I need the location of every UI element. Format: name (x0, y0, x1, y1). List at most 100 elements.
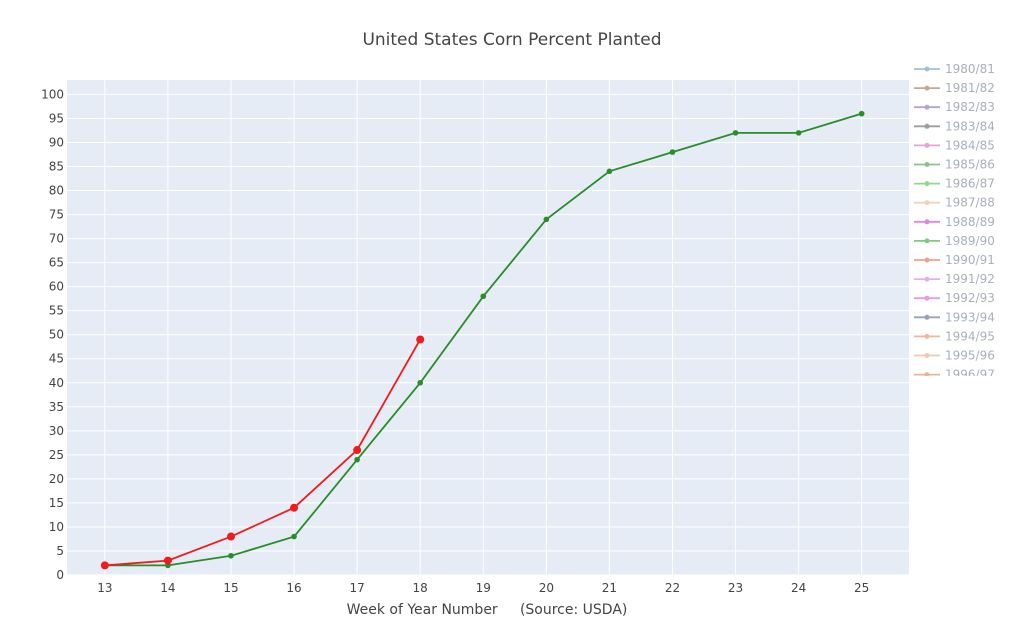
x-tick-label: 16 (286, 581, 301, 595)
data-point (100, 561, 109, 570)
x-tick-label: 13 (97, 581, 112, 595)
legend-item[interactable]: 1981/82 (914, 81, 995, 95)
legend-item[interactable]: 1995/96 (914, 349, 995, 363)
x-tick-label: 25 (854, 581, 869, 595)
legend-label: 1985/86 (945, 158, 995, 172)
legend-swatch-marker (924, 238, 930, 244)
y-tick-label: 45 (49, 352, 64, 366)
y-tick-label: 20 (49, 472, 64, 486)
y-tick-label: 55 (49, 304, 64, 318)
legend-swatch-marker (924, 181, 930, 187)
legend-label: 1990/91 (945, 253, 995, 267)
series-line (104, 339, 421, 567)
legend-item[interactable]: 1988/89 (914, 215, 995, 229)
x-axis: 13 14 15 16 17 18 19 20 21 22 23 24 25 (97, 581, 869, 595)
legend-item[interactable]: 1983/84 (914, 119, 995, 133)
data-point (858, 110, 865, 117)
legend-swatch-marker (924, 314, 930, 320)
y-tick-label: 25 (49, 448, 64, 462)
legend-swatch-marker (924, 123, 930, 129)
legend-item[interactable]: 1986/87 (914, 177, 995, 191)
x-tick-label: 14 (160, 581, 175, 595)
data-point (417, 379, 423, 386)
legend-item[interactable]: 1984/85 (914, 138, 995, 152)
legend-item[interactable]: 1996/97 (914, 368, 995, 382)
y-tick-label: 60 (49, 280, 64, 294)
y-tick-label: 15 (49, 496, 64, 510)
x-axis-title: Week of Year Number (Source: USDA) (347, 602, 628, 618)
data-point (228, 552, 234, 559)
legend-label: 1983/84 (945, 119, 995, 133)
data-point (290, 503, 299, 512)
y-tick-label: 100 (41, 87, 64, 101)
x-tick-label: 20 (539, 581, 554, 595)
y-tick-label: 85 (49, 160, 64, 174)
y-tick-label: 90 (49, 135, 64, 149)
legend-label: 1988/89 (945, 215, 995, 229)
data-point (291, 533, 297, 540)
chart-title: United States Corn Percent Planted (362, 30, 661, 50)
series-layer (100, 110, 865, 570)
x-tick-label: 18 (413, 581, 428, 595)
legend-label: 1991/92 (945, 272, 995, 286)
legend-label: 1992/93 (945, 291, 995, 305)
legend-item[interactable]: 1989/90 (914, 234, 995, 248)
legend-item[interactable]: 1992/93 (914, 291, 995, 305)
legend-swatch-marker (924, 104, 930, 110)
y-axis: 0 5 10 15 20 25 30 35 40 45 50 55 60 65 70 75 80 85 90 95 10… (41, 87, 64, 582)
data-point (353, 446, 362, 455)
series-2 (100, 335, 425, 570)
x-tick-label: 19 (476, 581, 491, 595)
plot-area (67, 80, 909, 575)
legend-label: 1993/94 (945, 310, 995, 324)
y-tick-label: 70 (49, 232, 64, 246)
data-point (732, 130, 739, 136)
data-point (416, 335, 425, 344)
legend-label: 1996/97 (945, 368, 995, 382)
y-tick-label: 35 (49, 400, 64, 414)
legend[interactable]: 1980/81 1981/82 1982/83 1983/84 1984/85 1985/… (914, 62, 995, 382)
legend-item[interactable]: 1980/81 (914, 62, 995, 76)
legend-item[interactable]: 1994/95 (914, 329, 995, 343)
legend-label: 1994/95 (945, 329, 995, 343)
legend-swatch-marker (924, 142, 930, 148)
legend-swatch-marker (924, 219, 930, 225)
grid (67, 80, 909, 576)
legend-swatch-marker (924, 295, 930, 301)
data-point (354, 456, 360, 463)
legend-item[interactable]: 1993/94 (914, 310, 995, 324)
data-point (480, 293, 487, 300)
legend-item[interactable]: 1991/92 (914, 272, 995, 286)
legend-item[interactable]: 1985/86 (914, 158, 995, 172)
data-point (669, 149, 676, 155)
x-tick-label: 21 (602, 581, 617, 595)
legend-label: 1980/81 (945, 62, 995, 76)
y-tick-label: 65 (49, 256, 64, 270)
data-point (795, 130, 802, 136)
legend-swatch-marker (924, 85, 930, 91)
legend-label: 1995/96 (945, 349, 995, 363)
y-tick-label: 5 (56, 544, 64, 558)
legend-item[interactable]: 1987/88 (914, 196, 995, 210)
x-tick-label: 24 (791, 581, 806, 595)
legend-label: 1987/88 (945, 196, 995, 210)
y-tick-label: 40 (49, 376, 64, 390)
x-tick-label: 22 (665, 581, 680, 595)
legend-item[interactable]: 1990/91 (914, 253, 995, 267)
data-point (606, 168, 613, 175)
data-point (226, 532, 235, 541)
legend-swatch-marker (924, 257, 930, 263)
legend-label: 1984/85 (945, 138, 995, 152)
legend-swatch-marker (924, 333, 930, 339)
y-tick-label: 75 (49, 208, 64, 222)
legend-swatch-marker (924, 372, 930, 376)
x-tick-label: 23 (728, 581, 743, 595)
data-point (163, 556, 172, 565)
y-tick-label: 95 (49, 111, 64, 125)
data-point (543, 216, 550, 223)
y-tick-label: 80 (49, 184, 64, 198)
y-tick-label: 10 (49, 520, 64, 534)
legend-label: 1986/87 (945, 177, 995, 191)
legend-swatch-marker (924, 276, 930, 282)
legend-item[interactable]: 1982/83 (914, 100, 995, 114)
